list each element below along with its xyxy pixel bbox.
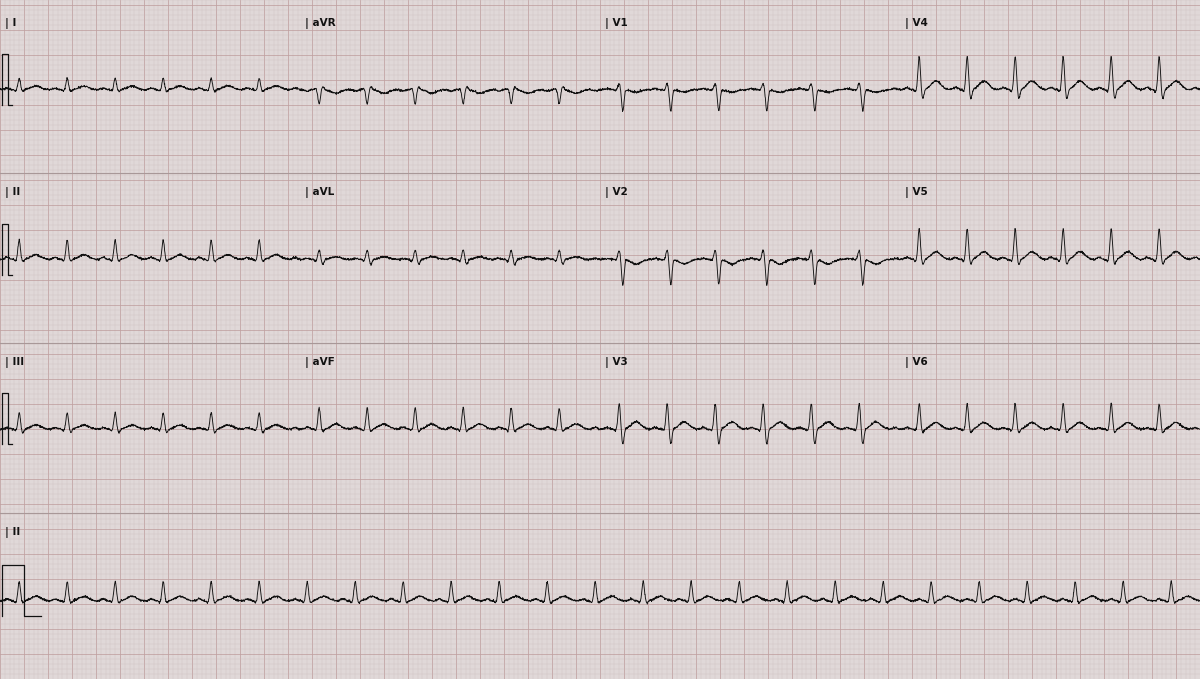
Text: | II: | II xyxy=(5,527,20,538)
Text: | V5: | V5 xyxy=(905,187,928,198)
Text: | aVL: | aVL xyxy=(305,187,334,198)
Text: | III: | III xyxy=(5,357,24,368)
Text: | V1: | V1 xyxy=(605,18,628,29)
Text: | V3: | V3 xyxy=(605,357,628,368)
Text: | aVF: | aVF xyxy=(305,357,335,368)
Text: | II: | II xyxy=(5,187,20,198)
Text: | I: | I xyxy=(5,18,16,29)
Text: | V4: | V4 xyxy=(905,18,928,29)
Text: | aVR: | aVR xyxy=(305,18,336,29)
Text: | V2: | V2 xyxy=(605,187,628,198)
Text: | V6: | V6 xyxy=(905,357,928,368)
